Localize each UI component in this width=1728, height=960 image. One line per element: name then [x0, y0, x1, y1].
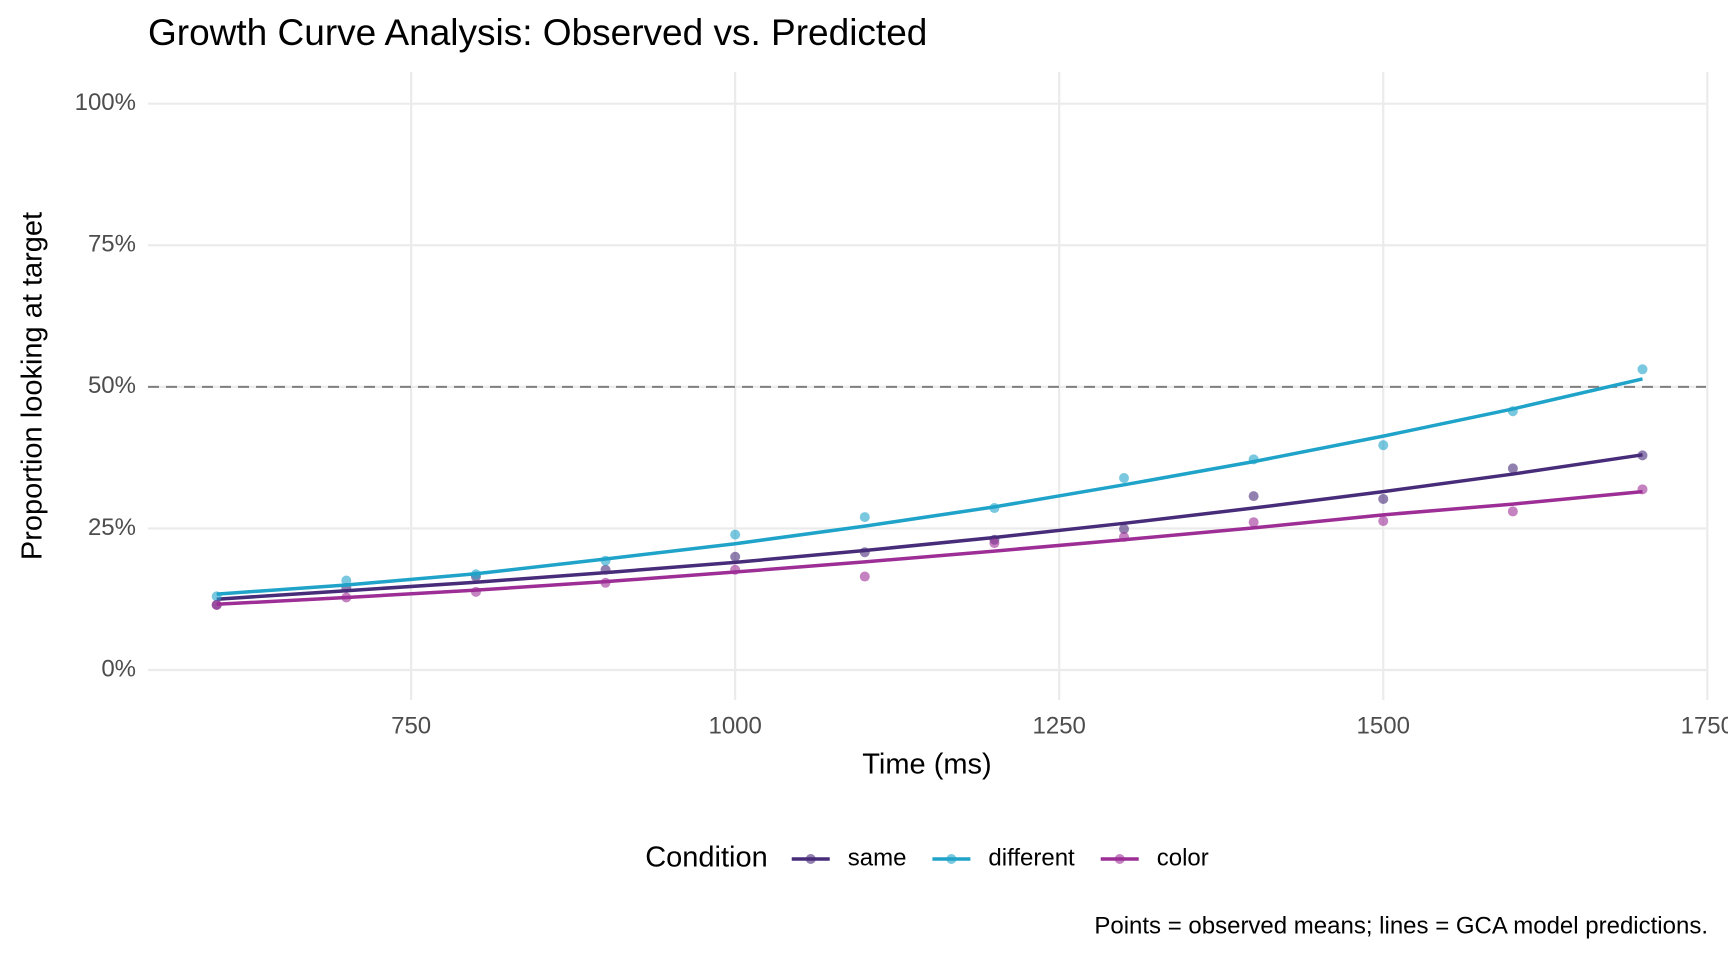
- y-tick-label: 0%: [101, 655, 136, 682]
- legend-label: same: [848, 844, 907, 871]
- observed-point: [1119, 523, 1130, 534]
- legend-item: same: [791, 844, 907, 871]
- legend-key-point: [805, 854, 816, 864]
- observed-point: [1378, 440, 1389, 451]
- legend-title: Condition: [645, 842, 768, 874]
- observed-point: [730, 529, 741, 540]
- observed-point: [989, 538, 1000, 549]
- observed-point: [1507, 506, 1518, 517]
- observed-point: [1248, 517, 1259, 528]
- observed-point: [859, 571, 870, 582]
- observed-point: [1507, 463, 1518, 474]
- x-tick-label: 1250: [1033, 712, 1086, 739]
- y-axis-title: Proportion looking at target: [17, 212, 49, 560]
- legend-item: color: [1100, 844, 1209, 871]
- x-axis-title: Time (ms): [862, 749, 991, 781]
- prediction-line: [216, 377, 1643, 596]
- observed-point: [1378, 516, 1389, 527]
- y-tick-label: 100%: [75, 89, 136, 116]
- observed-point: [1637, 364, 1648, 375]
- observed-point: [1378, 493, 1389, 504]
- observed-point: [1119, 473, 1130, 484]
- chart-title: Growth Curve Analysis: Observed vs. Pred…: [148, 12, 927, 53]
- legend: Condition same different color: [645, 842, 1209, 874]
- legend-key-point: [1114, 854, 1125, 864]
- prediction-line: [216, 489, 1643, 607]
- x-tick-label: 1500: [1357, 712, 1410, 739]
- observed-point: [730, 551, 741, 562]
- prediction-line: [216, 453, 1643, 601]
- x-tick-label: 750: [391, 712, 431, 739]
- observed-point: [341, 575, 352, 586]
- legend-item: different: [932, 844, 1075, 871]
- caption: Points = observed means; lines = GCA mod…: [1094, 912, 1708, 939]
- legend-label: different: [988, 844, 1075, 871]
- legend-label: color: [1157, 844, 1209, 871]
- observed-point: [211, 599, 222, 610]
- observed-point: [859, 512, 870, 523]
- y-tick-label: 50%: [88, 372, 136, 399]
- plot-area: [148, 364, 1706, 610]
- x-tick-label: 1000: [708, 712, 761, 739]
- observed-point: [1248, 491, 1259, 502]
- y-tick-label: 75%: [88, 231, 136, 258]
- x-tick-label: 1750: [1681, 712, 1728, 739]
- legend-key-point: [946, 854, 957, 864]
- y-tick-label: 25%: [88, 514, 136, 541]
